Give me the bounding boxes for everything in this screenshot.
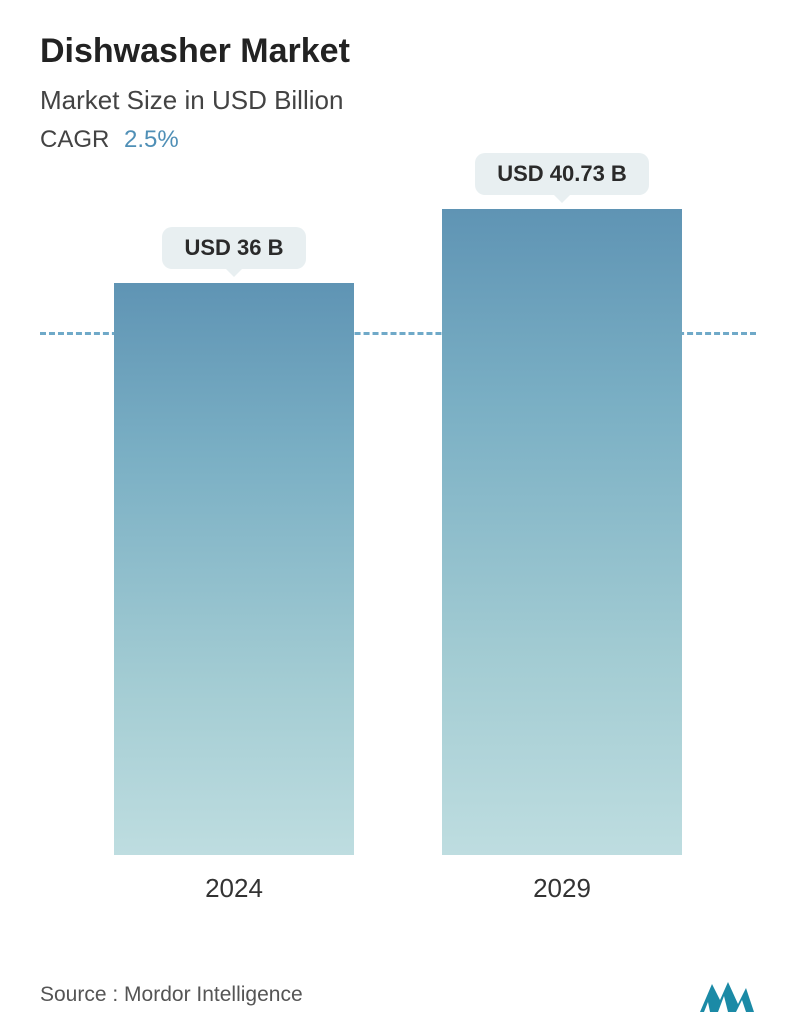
x-axis-label: 2024 (205, 873, 263, 904)
footer: Source : Mordor Intelligence (40, 958, 756, 1014)
bars-wrapper: USD 36 B2024USD 40.73 B2029 (40, 204, 756, 904)
bar-group-2029: USD 40.73 B 2029 (442, 153, 682, 904)
chart-subtitle: Market Size in USD Billion (40, 85, 756, 116)
value-pill: USD 40.73 B (475, 153, 649, 195)
source-text: Source : Mordor Intelligence (40, 983, 303, 1007)
chart-area: USD 36 B2024USD 40.73 B2029 (40, 204, 756, 958)
bar (114, 283, 354, 855)
cagr-row: CAGR 2.5% (40, 126, 756, 154)
x-axis-label: 2029 (533, 873, 591, 904)
cagr-label: CAGR (40, 126, 109, 153)
cagr-value: 2.5% (124, 126, 179, 153)
bar (442, 209, 682, 855)
mordor-logo-icon (698, 976, 756, 1014)
value-pill: USD 36 B (162, 227, 305, 269)
bar-group-2024: USD 36 B 2024 (114, 227, 354, 904)
chart-title: Dishwasher Market (40, 32, 756, 71)
chart-container: Dishwasher Market Market Size in USD Bil… (0, 0, 796, 1034)
